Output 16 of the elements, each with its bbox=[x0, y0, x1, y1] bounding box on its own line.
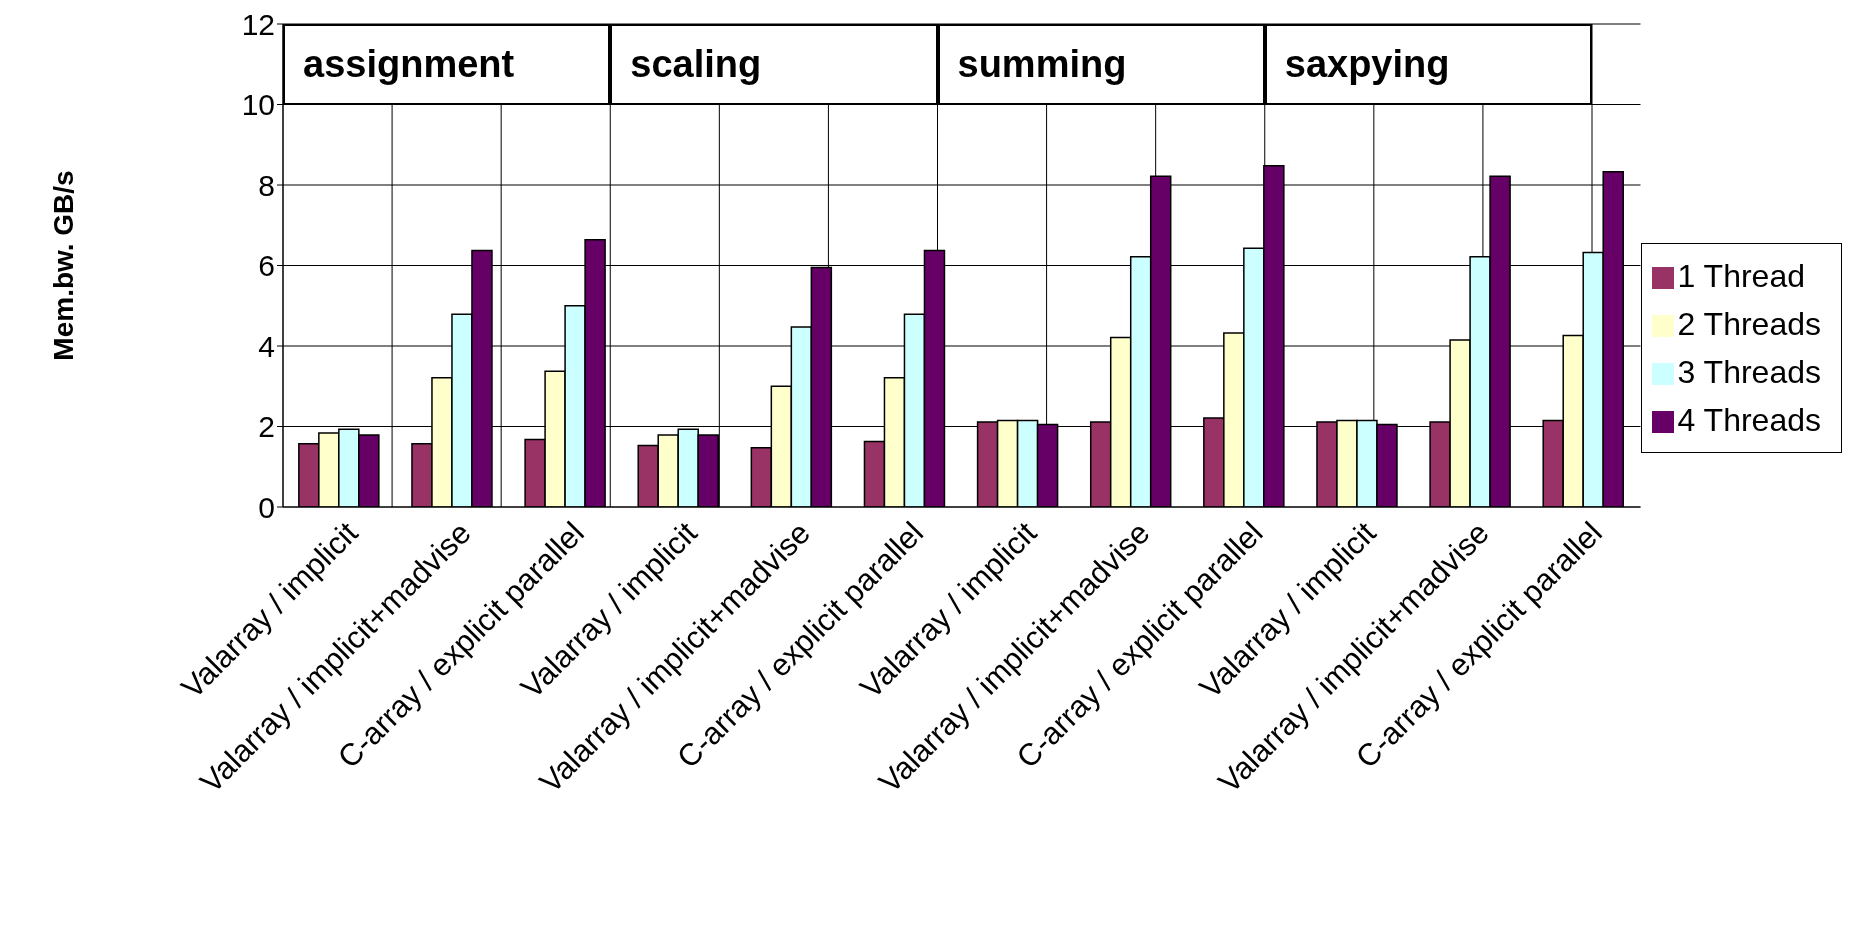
legend-label: 2 Threads bbox=[1677, 305, 1821, 342]
y-tick-label: 12 bbox=[241, 7, 275, 41]
legend-label: 3 Threads bbox=[1677, 353, 1821, 390]
y-tick-label: 6 bbox=[258, 249, 275, 283]
y-tick-label: 4 bbox=[258, 329, 275, 363]
y-tick-label: 2 bbox=[258, 410, 275, 444]
header-box: saxpying bbox=[1264, 24, 1592, 105]
y-tick-label: 8 bbox=[258, 168, 275, 202]
legend-label: 4 Threads bbox=[1677, 401, 1821, 438]
header-box: summing bbox=[937, 24, 1265, 105]
legend-label: 1 Thread bbox=[1677, 257, 1805, 294]
y-tick-label: 0 bbox=[258, 490, 275, 524]
header-box: scaling bbox=[610, 24, 938, 105]
y-tick-label: 10 bbox=[241, 88, 275, 122]
y-axis-title: Mem.bw. GB/s bbox=[47, 170, 79, 361]
header-box: assignment bbox=[283, 24, 611, 105]
